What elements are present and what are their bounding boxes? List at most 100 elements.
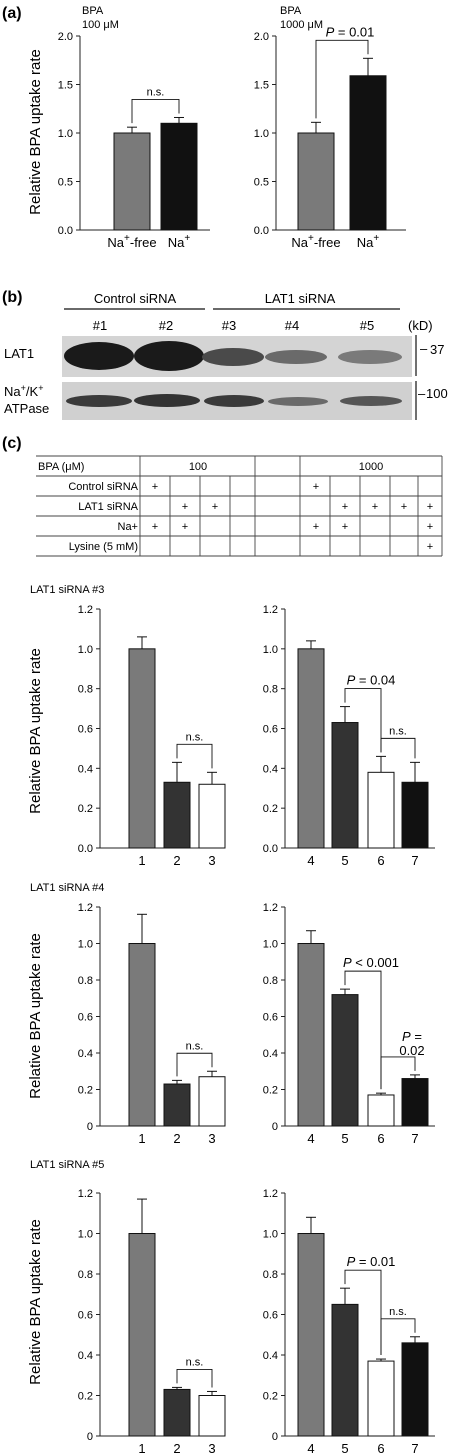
y-tick-label: 0.2: [78, 1391, 93, 1403]
table-plus: +: [342, 521, 348, 533]
lane-2-label: #2: [159, 318, 173, 333]
significance-label: n.s.: [186, 1356, 204, 1368]
table-row-label: LAT1 siRNA: [78, 501, 138, 513]
table-plus: +: [342, 501, 348, 513]
section-3-ylabel: Relative BPA uptake rate: [27, 648, 44, 814]
category-label: 4: [307, 1441, 314, 1455]
bar-6: [367, 1360, 395, 1437]
table-bpa-100: 100: [189, 461, 207, 473]
section-5-label: LAT1 siRNA #5: [30, 1159, 104, 1171]
chart-a-left-title-2: 100 μM: [82, 19, 119, 31]
significance-label: n.s.: [147, 86, 165, 98]
blot-band-lane-5: [338, 350, 402, 364]
significance-bracket: [176, 1368, 213, 1388]
table-plus: +: [427, 501, 433, 513]
atpase-row-label-1: Na+/K+: [4, 383, 43, 399]
y-tick-label: 1.2: [263, 604, 278, 616]
charts-layer: 0.0 0.5 1.0 1.5 2.0 Na+-free Na+ n.s. 0.0 0.5 1.0 1…: [58, 24, 435, 1455]
blot-band-lane-1: [64, 342, 134, 370]
atpase-row-label-2: ATPase: [4, 401, 49, 416]
category-label: Na+: [357, 233, 380, 250]
category-label: 6: [377, 853, 384, 868]
y-tick-label: 1.0: [263, 1229, 278, 1241]
table-bpa-1000: 1000: [359, 461, 383, 473]
y-tick-label: 0.4: [263, 1048, 278, 1060]
y-tick-label: 0: [87, 1121, 93, 1133]
y-tick-label: 0.2: [78, 1085, 93, 1097]
category-label: 3: [208, 1131, 215, 1146]
y-tick-label: 0.4: [263, 763, 278, 775]
bar-2: [163, 781, 191, 849]
category-label: 4: [307, 1131, 314, 1146]
significance-bracket: [380, 1056, 416, 1090]
table-row-label: Lysine (5 mM): [69, 541, 138, 553]
western-blot-lat1: [62, 336, 412, 377]
table-plus: +: [427, 521, 433, 533]
marker-100: 100: [426, 386, 448, 401]
y-tick-label: 0.4: [263, 1350, 278, 1362]
atpase-band-lane-4: [268, 397, 328, 406]
chart-c-#4-left: 0 0.2 0.4 0.6 0.8 1.0 1.2 1 2 3 n.s.: [78, 902, 226, 1146]
bar-7: [401, 1342, 429, 1437]
y-tick-label: 0.0: [58, 225, 73, 237]
table-plus: +: [152, 521, 158, 533]
bar-2: [163, 1388, 191, 1437]
chart-a-right-title-2: 1000 μM: [280, 19, 323, 31]
category-label: 2: [173, 1131, 180, 1146]
panel-b-label: (b): [2, 289, 22, 306]
significance-label: P < 0.001: [343, 955, 399, 970]
category-label: 5: [341, 853, 348, 868]
section-4-label: LAT1 siRNA #4: [30, 882, 104, 894]
chart-c-#3-left: 0.0 0.2 0.4 0.6 0.8 1.0 1.2 1 2 3 n.s.: [78, 604, 226, 868]
kd-unit-label: (kD): [408, 318, 433, 333]
atpase-band-lane-1: [66, 395, 132, 407]
chart-a-left: 0.0 0.5 1.0 1.5 2.0 Na+-free Na+ n.s.: [58, 31, 210, 250]
category-label: 7: [411, 853, 418, 868]
significance-bracket: [344, 1269, 382, 1356]
category-label: 1: [138, 1441, 145, 1455]
marker-100-dash: –: [418, 386, 426, 401]
y-tick-label: 0.2: [263, 1085, 278, 1097]
bar-3: [198, 1395, 226, 1437]
panel-c-label: (c): [2, 435, 22, 452]
significance-label: n.s.: [389, 725, 407, 737]
y-tick-label: 2.0: [254, 31, 269, 43]
y-tick-label: 0.6: [78, 724, 93, 736]
category-label: 7: [411, 1131, 418, 1146]
bar-4: [297, 1233, 325, 1437]
y-tick-label: 1.2: [78, 1188, 93, 1200]
significance-label: n.s.: [186, 1040, 204, 1052]
control-sirna-label: Control siRNA: [94, 291, 177, 306]
table-plus: +: [401, 501, 407, 513]
y-tick-label: 0.5: [254, 177, 269, 189]
y-tick-label: 0.8: [78, 684, 93, 696]
y-tick-label: 1.0: [263, 939, 278, 951]
y-tick-label: 0.6: [263, 724, 278, 736]
category-label: 6: [377, 1441, 384, 1455]
y-tick-label: 0.2: [263, 1391, 278, 1403]
category-label: 5: [341, 1441, 348, 1455]
y-tick-label: 0.8: [263, 975, 278, 987]
bar-Na+: [160, 122, 198, 231]
y-tick-label: 0.8: [263, 684, 278, 696]
significance-label: n.s.: [186, 731, 204, 743]
y-tick-label: 0.6: [263, 1310, 278, 1322]
y-tick-label: 1.0: [254, 128, 269, 140]
category-label: 7: [411, 1441, 418, 1455]
table-row-label: Na+: [118, 521, 139, 533]
atpase-band-lane-5: [340, 396, 402, 406]
conditions-table: BPA (μM) Control siRNA LAT1 siRNA Na+ Lysine…: [36, 455, 443, 557]
bar-4: [297, 943, 325, 1127]
bar-3: [198, 1076, 226, 1127]
table-row-label: Control siRNA: [68, 481, 138, 493]
chart-c-#5-left: 0 0.2 0.4 0.6 0.8 1.0 1.2 1 2 3 n.s.: [78, 1188, 226, 1455]
y-tick-label: 0: [272, 1121, 278, 1133]
bar-1: [128, 648, 156, 849]
panel-a-ylabel: Relative BPA uptake rate: [27, 49, 44, 215]
bar-6: [367, 1094, 395, 1127]
category-label: 1: [138, 853, 145, 868]
category-label: Na+-free: [291, 233, 340, 250]
marker-37: 37: [430, 342, 444, 357]
bar-3: [198, 783, 226, 849]
bar-4: [297, 648, 325, 849]
